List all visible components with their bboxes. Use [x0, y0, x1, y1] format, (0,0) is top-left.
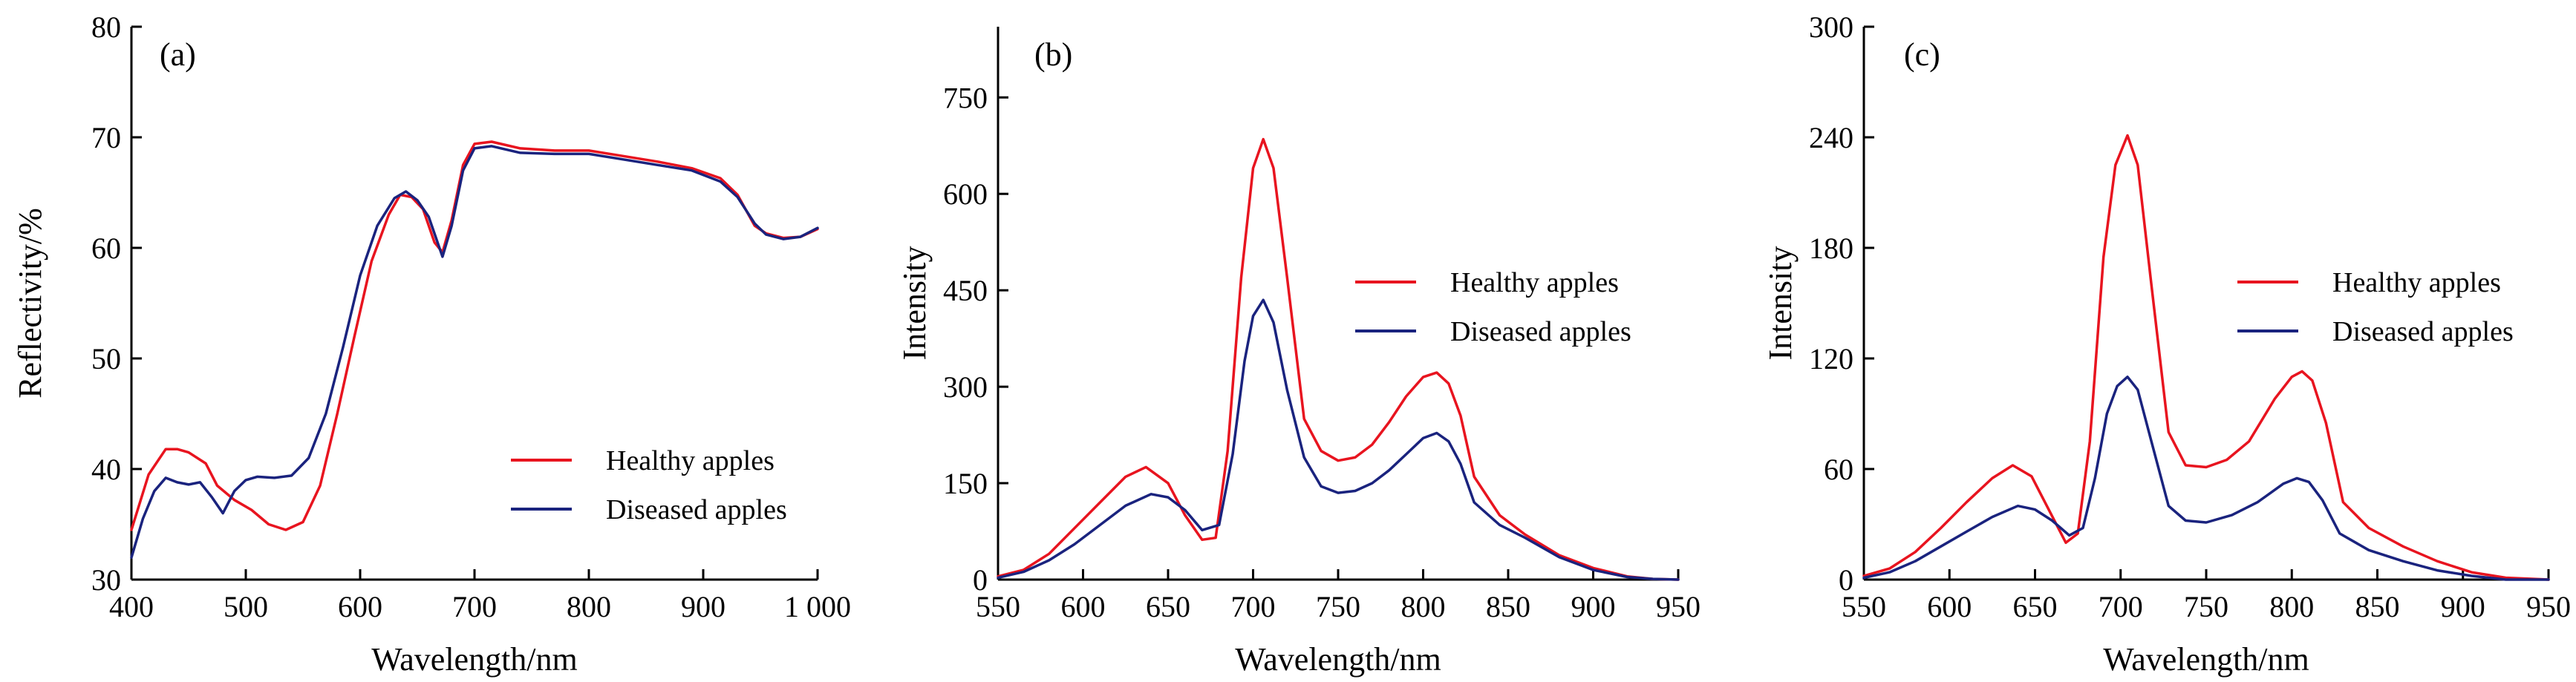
- x-tick-label: 800: [2269, 590, 2314, 623]
- y-tick-label: 750: [943, 81, 988, 114]
- x-tick-label: 550: [1842, 590, 1886, 623]
- x-tick-label: 700: [1231, 590, 1276, 623]
- legend-label-diseased: Diseased apples: [606, 494, 787, 525]
- x-tick-label: 900: [2441, 590, 2485, 623]
- x-tick-label: 800: [567, 590, 611, 623]
- y-tick-label: 60: [1824, 453, 1853, 486]
- x-tick-label: 600: [1061, 590, 1106, 623]
- y-tick-label: 120: [1809, 342, 1853, 376]
- y-tick-label: 450: [943, 274, 988, 307]
- x-tick-label: 800: [1401, 590, 1446, 623]
- y-tick-label: 60: [91, 232, 121, 265]
- y-axis-label: Intensity: [896, 246, 933, 361]
- y-tick-label: 0: [973, 563, 988, 597]
- x-tick-label: 600: [1927, 590, 1972, 623]
- x-axis-label: Wavelength/nm: [1235, 641, 1441, 678]
- y-tick-label: 240: [1809, 121, 1853, 154]
- y-tick-label: 300: [943, 370, 988, 404]
- panel-label: (b): [1034, 36, 1072, 73]
- legend-label-healthy: Healthy apples: [2332, 267, 2501, 298]
- x-tick-label: 700: [2099, 590, 2143, 623]
- y-axis-label: Reflectivity/%: [12, 208, 48, 399]
- legend-label-diseased: Diseased apples: [1450, 316, 1631, 347]
- x-tick-label: 650: [2013, 590, 2058, 623]
- x-tick-label: 850: [1486, 590, 1530, 623]
- x-tick-label: 550: [976, 590, 1020, 623]
- y-axis-label: Intensity: [1762, 246, 1799, 361]
- x-tick-label: 900: [1571, 590, 1616, 623]
- y-tick-label: 180: [1809, 232, 1853, 265]
- x-axis-label: Wavelength/nm: [2103, 641, 2309, 678]
- x-tick-label: 400: [109, 590, 154, 623]
- x-tick-label: 950: [2526, 590, 2571, 623]
- legend: Healthy apples Diseased apples: [1355, 267, 1631, 347]
- panel-label: (c): [1904, 36, 1940, 73]
- chart-panel-1: 550 600 650 700 750 800 850 900 950 0 150 300 450 600…: [896, 27, 1701, 678]
- chart-panel-2: 550 600 650 700 750 800 850 900 950 0 60 120 180 240 3…: [1762, 10, 2571, 678]
- x-tick-label: 750: [2184, 590, 2228, 623]
- legend: Healthy apples Diseased apples: [511, 445, 787, 525]
- x-tick-label: 650: [1146, 590, 1190, 623]
- chart-panel-0: 400 500 600 700 800 900 1 000 30 40 50 60 70 80 Wavel…: [12, 10, 851, 678]
- series-line-diseased: [1862, 376, 2550, 581]
- y-tick-label: 150: [943, 467, 988, 500]
- x-tick-label: 900: [681, 590, 725, 623]
- legend-label-diseased: Diseased apples: [2332, 316, 2514, 347]
- x-tick-label: 500: [224, 590, 268, 623]
- legend-label-healthy: Healthy apples: [606, 445, 775, 476]
- y-tick-label: 300: [1809, 10, 1853, 44]
- y-tick-label: 30: [91, 563, 121, 597]
- legend: Healthy apples Diseased apples: [2237, 267, 2514, 347]
- y-tick-label: 50: [91, 342, 121, 376]
- x-tick-label: 1 000: [784, 590, 851, 623]
- x-tick-label: 750: [1316, 590, 1360, 623]
- x-axis-label: Wavelength/nm: [371, 641, 578, 678]
- x-tick-label: 700: [452, 590, 497, 623]
- series-line-healthy: [1862, 134, 2550, 581]
- series-line-diseased: [130, 145, 819, 559]
- panel-label: (a): [160, 36, 196, 73]
- x-tick-label: 950: [1656, 590, 1701, 623]
- y-tick-label: 80: [91, 10, 121, 44]
- y-tick-label: 600: [943, 177, 988, 211]
- series-line-healthy: [997, 137, 1680, 581]
- legend-label-healthy: Healthy apples: [1450, 267, 1619, 298]
- y-tick-label: 70: [91, 121, 121, 154]
- y-tick-label: 40: [91, 453, 121, 486]
- y-tick-label: 0: [1839, 563, 1853, 597]
- x-tick-label: 600: [338, 590, 382, 623]
- series-line-diseased: [997, 298, 1680, 581]
- x-tick-label: 850: [2355, 590, 2400, 623]
